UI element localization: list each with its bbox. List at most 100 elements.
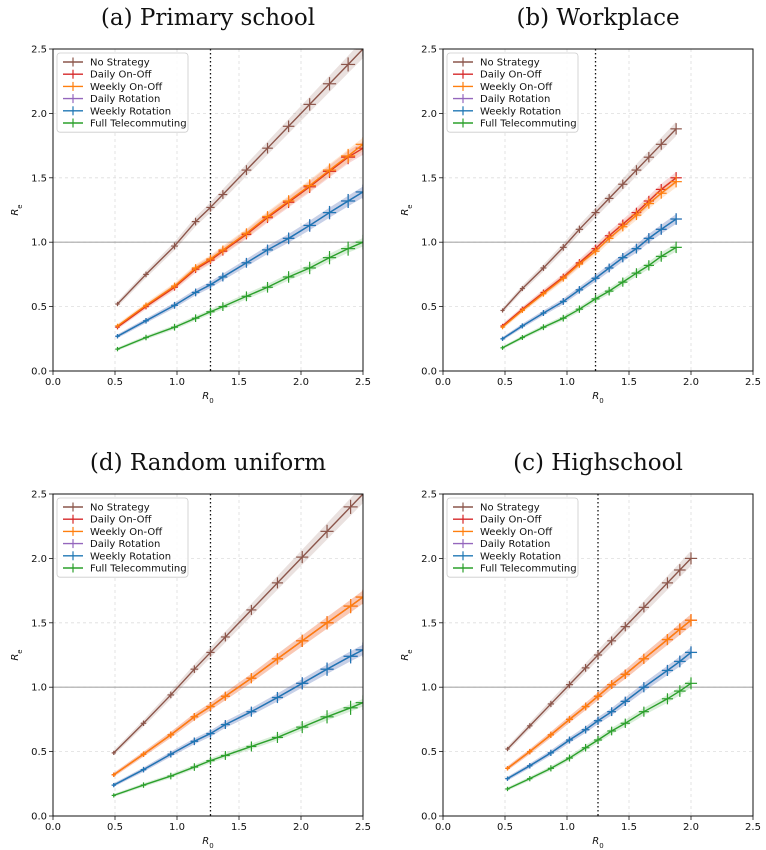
y-axis-label: Re [10, 649, 24, 660]
data-point [343, 700, 358, 715]
data-point [547, 765, 554, 772]
data-point [206, 254, 215, 264]
data-point [111, 772, 116, 777]
data-point [115, 334, 120, 339]
y-tick-label: 2.5 [31, 45, 47, 56]
x-tick-label: 2.5 [745, 377, 761, 388]
x-tick-label: 2.5 [355, 377, 371, 388]
y-tick-label: 0.5 [421, 747, 437, 758]
x-axis-label: R0 [592, 836, 603, 850]
y-axis-label: Re [400, 204, 414, 215]
data-point [167, 750, 175, 758]
data-point [618, 179, 628, 189]
data-point [604, 286, 614, 296]
y-tick-label: 1.5 [31, 618, 47, 629]
legend-label: Daily On-Off [480, 70, 542, 81]
data-point [341, 241, 356, 256]
y-tick-label: 1.5 [421, 173, 437, 184]
panel-title: (c) Highschool [513, 450, 683, 476]
legend-entry: Weekly On-Off [453, 81, 553, 93]
data-point [575, 225, 584, 234]
legend-label: Daily Rotation [480, 539, 550, 550]
confidence-band [507, 678, 691, 791]
x-tick-label: 0.0 [45, 377, 61, 388]
legend-entry: Daily Rotation [453, 539, 550, 550]
data-point [143, 334, 149, 341]
panel-1: (a) Primary school 0.0 0.5 1.0 1.5 2.0 2.5 0.0 0… [10, 5, 371, 405]
data-point [505, 746, 510, 752]
data-point [591, 208, 600, 217]
data-point [500, 345, 505, 350]
y-tick-label: 1.0 [421, 683, 437, 694]
data-point [581, 743, 590, 752]
legend-entry: No Strategy [63, 502, 150, 514]
legend-entry: Full Telecommuting [63, 563, 187, 575]
data-point [670, 213, 682, 225]
data-point [519, 323, 525, 329]
y-tick-label: 2.0 [31, 109, 47, 120]
data-point [296, 721, 309, 734]
plot-area [505, 550, 698, 792]
legend-label: Full Telecommuting [480, 564, 577, 575]
legend-label: No Strategy [480, 58, 540, 69]
legend-entry: Weekly Rotation [63, 551, 171, 562]
data-point [296, 551, 309, 564]
data-point [140, 751, 147, 757]
data-point [674, 685, 686, 697]
data-point [674, 623, 686, 636]
data-point [684, 677, 698, 690]
legend-label: Full Telecommuting [90, 564, 187, 575]
data-point [547, 731, 554, 738]
data-point [220, 751, 230, 760]
data-point [140, 782, 147, 788]
series-line [113, 494, 363, 754]
y-tick-label: 1.5 [31, 173, 47, 184]
panel-title: (d) Random uniform [90, 450, 326, 476]
data-point [143, 317, 149, 324]
data-point [643, 198, 654, 209]
data-point [581, 725, 590, 734]
data-point [540, 310, 547, 316]
data-point [303, 219, 316, 232]
x-tick-label: 1.0 [169, 822, 185, 833]
legend-entry: Full Telecommuting [453, 118, 577, 130]
data-point [604, 234, 614, 243]
legend-label: Weekly Rotation [90, 106, 171, 117]
data-point [500, 308, 505, 313]
data-point [655, 138, 667, 150]
data-point [343, 598, 358, 614]
data-point [638, 682, 649, 693]
x-tick-label: 2.5 [745, 822, 761, 833]
y-tick-label: 2.0 [421, 109, 437, 120]
series-weekly-on-off [111, 589, 363, 777]
legend-box [446, 497, 579, 578]
legend-entry: Weekly On-Off [63, 526, 163, 538]
data-point [591, 274, 600, 283]
data-point [355, 234, 363, 250]
data-point [607, 680, 617, 689]
legend-box [446, 52, 579, 133]
x-tick-label: 0.5 [497, 822, 513, 833]
legend-label: Daily Rotation [90, 539, 160, 550]
y-tick-label: 1.0 [31, 238, 47, 249]
plot-area [111, 494, 363, 798]
data-point [246, 706, 257, 717]
series-line [502, 128, 677, 311]
confidence-band [507, 614, 691, 771]
data-point [220, 720, 230, 729]
confidence-band [507, 614, 691, 771]
data-point [171, 323, 178, 331]
x-tick-label: 0.0 [435, 822, 451, 833]
series-weekly-rotation [500, 213, 682, 341]
series-line [502, 246, 677, 349]
data-point [111, 793, 116, 798]
data-point [206, 307, 215, 316]
series-line [507, 651, 692, 780]
legend-entry: Daily Rotation [63, 539, 160, 550]
data-point [527, 763, 533, 769]
data-point [341, 148, 356, 163]
data-point [262, 211, 273, 222]
data-point [320, 710, 334, 724]
